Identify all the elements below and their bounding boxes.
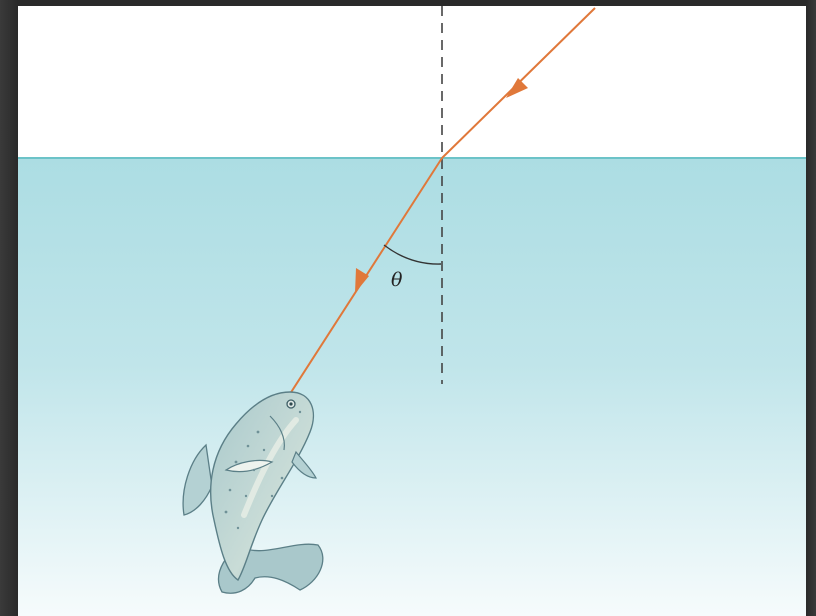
fish-spots — [224, 410, 302, 530]
fish-dorsal-fin — [182, 443, 213, 516]
incident-ray-arrowhead — [506, 78, 528, 98]
fish — [182, 391, 324, 594]
refracted-ray-arrowhead — [355, 268, 369, 293]
fish-stripe — [241, 417, 299, 518]
fish-pupil — [289, 402, 293, 406]
water-region — [18, 158, 806, 616]
fish-body — [209, 391, 314, 581]
fish-gill — [269, 415, 285, 451]
air-region — [18, 6, 806, 158]
fish-side-fin — [291, 450, 317, 479]
angle-label: θ — [391, 269, 403, 291]
fish-pectoral-fin — [224, 459, 274, 473]
angle-arc — [383, 244, 442, 265]
